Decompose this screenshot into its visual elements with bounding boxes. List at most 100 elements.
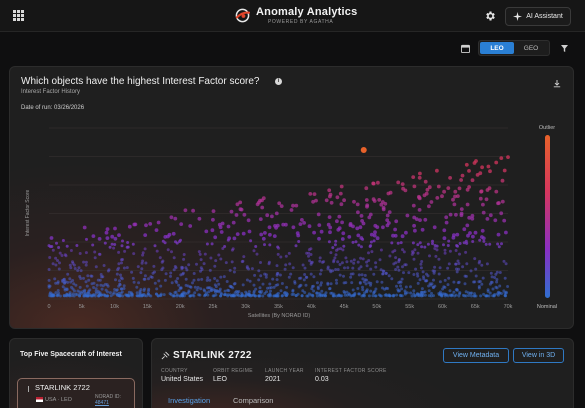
orbit-option-leo[interactable]: LEO [480,42,514,54]
data-point [448,249,452,253]
data-point [117,233,121,238]
data-point [215,279,219,283]
data-point [301,263,305,267]
tab-investigation[interactable]: Investigation [168,396,211,405]
orbit-option-geo[interactable]: GEO [523,44,539,52]
data-point [196,286,200,289]
data-point [266,293,270,297]
data-point [132,252,136,256]
data-point [268,282,272,286]
view-3d-button[interactable]: View in 3D [513,348,564,363]
data-point [331,294,335,298]
download-icon[interactable] [553,80,561,88]
data-point [419,262,423,266]
data-point [369,267,373,271]
data-point [226,224,231,229]
data-point [136,265,140,269]
data-point [371,197,376,202]
data-point [402,271,405,275]
data-point [143,247,147,251]
data-point [86,294,90,298]
data-point [473,280,477,284]
calendar-icon[interactable] [461,44,470,53]
data-point [106,294,110,298]
ai-assistant-button[interactable]: AI Assistant [505,7,571,26]
data-point [455,244,459,247]
view-metadata-button[interactable]: View Metadata [443,348,509,363]
data-point [437,292,441,295]
data-point [364,198,369,202]
data-point [455,270,459,274]
data-point [432,271,436,275]
data-point [337,294,340,298]
x-tick-label: 65k [471,304,480,310]
data-point [338,191,343,196]
data-point [413,248,417,252]
app-grid-icon[interactable] [13,10,24,21]
data-point [485,188,490,192]
data-point [61,239,65,242]
data-point [500,292,503,295]
data-point [489,280,493,284]
data-point [76,289,80,293]
data-point [204,229,209,234]
spacecraft-card[interactable]: STARLINK 2722 USA · LEO NORAD ID: 48471 [17,378,135,408]
gear-icon[interactable] [484,10,496,22]
data-point [253,273,257,277]
data-point [228,268,232,272]
data-point [289,272,293,276]
data-point [203,252,207,256]
data-point [453,294,456,298]
data-point [446,266,450,270]
tab-comparison[interactable]: Comparison [233,396,274,405]
data-point [332,258,336,262]
data-point [502,289,506,293]
data-point [329,251,333,255]
data-point [363,273,367,277]
data-point [482,292,486,296]
data-point [284,222,288,227]
data-point [260,205,265,210]
norad-link[interactable]: 48471 [95,400,109,406]
data-point [155,287,159,291]
data-point [230,260,234,264]
data-point [219,257,223,261]
data-point [174,266,178,270]
data-point [442,236,447,241]
data-point [320,289,324,293]
data-point [63,253,67,257]
data-point [488,242,492,246]
data-point [444,220,449,225]
data-point [175,241,179,245]
data-point [145,294,149,298]
data-point [327,215,332,220]
data-point [467,294,471,297]
data-point [359,245,363,249]
data-point [471,240,475,243]
data-point [386,287,390,290]
data-point [108,245,112,249]
filter-icon[interactable] [561,45,568,52]
data-point [474,274,478,278]
data-point [472,161,477,165]
data-point [413,228,417,233]
data-point [303,273,307,276]
field-country: COUNTRY United States [161,368,203,383]
info-icon[interactable]: i [275,78,282,85]
data-point [461,293,465,297]
data-point [117,250,121,254]
data-point [232,270,236,274]
data-point [342,281,346,285]
data-point [234,213,239,217]
data-point [453,189,458,194]
data-point [385,218,390,223]
data-point [292,292,296,296]
data-point [77,266,81,270]
data-point [349,275,353,279]
data-point [284,263,288,267]
data-point [312,275,316,279]
data-point [249,239,253,243]
data-point [425,272,428,276]
outlier-point[interactable] [360,147,367,153]
data-point [283,267,287,271]
